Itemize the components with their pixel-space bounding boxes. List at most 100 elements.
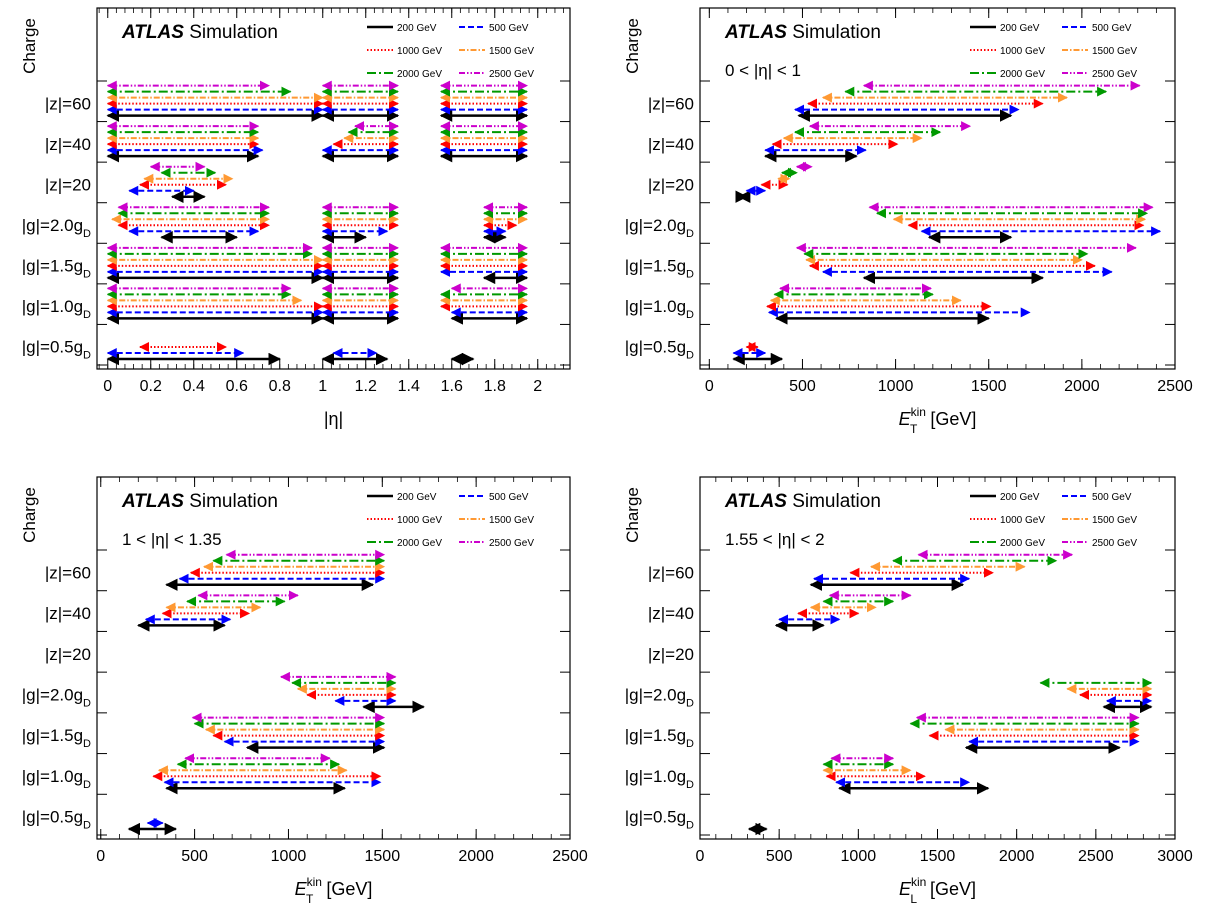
y-category-label: |g|=2.0gD xyxy=(625,686,694,710)
legend-label: 2500 GeV xyxy=(1092,69,1137,80)
y-category-label: |g|=2.0gD xyxy=(22,216,91,240)
legend-label: 2000 GeV xyxy=(1000,69,1045,80)
legend-label: 200 GeV xyxy=(397,23,437,34)
x-tick-label: 1000 xyxy=(271,848,307,865)
y-category-label: |g|=0.5gD xyxy=(625,808,694,832)
x-tick-label: 1.6 xyxy=(441,378,463,395)
x-tick-label: 1.2 xyxy=(355,378,377,395)
x-tick-label: 2500 xyxy=(1157,378,1193,395)
x-tick-label: 0.4 xyxy=(183,378,205,395)
y-axis-title: Charge xyxy=(623,18,642,74)
legend-label: 1000 GeV xyxy=(397,515,442,526)
region-label: 1 < |η| < 1.35 xyxy=(122,530,222,549)
y-category-label: |g|=0.5gD xyxy=(625,338,694,362)
x-tick-label: 1500 xyxy=(920,848,956,865)
legend-label: 2000 GeV xyxy=(1000,538,1045,549)
legend-label: 1500 GeV xyxy=(489,46,534,57)
plot-frame xyxy=(96,476,571,840)
y-category-label: |g|=1.0gD xyxy=(22,767,91,791)
y-category-label: |z|=20 xyxy=(45,175,91,194)
y-axis-title: Charge xyxy=(20,18,39,74)
y-category-label: |g|=1.5gD xyxy=(22,726,91,750)
legend-label: 2500 GeV xyxy=(489,538,534,549)
atlas-label: ATLAS Simulation xyxy=(724,22,881,43)
region-label: 0 < |η| < 1 xyxy=(725,61,801,80)
legend-label: 2500 GeV xyxy=(1092,538,1137,549)
x-tick-label: 1000 xyxy=(841,848,877,865)
legend-label: 1500 GeV xyxy=(489,515,534,526)
y-category-label: |z|=20 xyxy=(648,175,694,194)
y-category-label: |z|=60 xyxy=(45,563,91,582)
plot-frame xyxy=(699,7,1176,370)
x-tick-label: 0.2 xyxy=(140,378,162,395)
legend-label: 500 GeV xyxy=(1092,492,1132,503)
chart-panel-2: |z|=60 |z|=40 |z|=20 |g|=2.0gD |g|=1.5gD |g|=… xyxy=(623,7,1193,436)
x-tick-label: 2 xyxy=(533,378,542,395)
x-tick-label: 0 xyxy=(96,848,105,865)
legend-label: 2000 GeV xyxy=(397,69,442,80)
plot-frame xyxy=(96,7,571,370)
x-tick-label: 2500 xyxy=(1078,848,1114,865)
y-category-label: |z|=40 xyxy=(45,135,91,154)
legend-label: 500 GeV xyxy=(1092,23,1132,34)
region-label: 1.55 < |η| < 2 xyxy=(725,530,825,549)
x-tick-label: 1 xyxy=(318,378,327,395)
y-category-label: |g|=1.5gD xyxy=(625,257,694,281)
chart-panel-4: |z|=60 |z|=40 |z|=20 |g|=2.0gD |g|=1.5gD |g|=… xyxy=(623,476,1193,903)
x-tick-label: 1500 xyxy=(365,848,401,865)
y-category-label: |z|=60 xyxy=(648,94,694,113)
y-category-label: |g|=2.0gD xyxy=(22,686,91,710)
y-category-label: |z|=60 xyxy=(648,563,694,582)
x-tick-label: 3000 xyxy=(1157,848,1193,865)
y-category-label: |z|=60 xyxy=(45,94,91,113)
x-tick-label: 2000 xyxy=(1064,378,1100,395)
x-tick-label: 0 xyxy=(103,378,112,395)
x-axis-title: |η| xyxy=(324,409,343,429)
chart-panel-3: |z|=60 |z|=40 |z|=20 |g|=2.0gD |g|=1.5gD |g|=… xyxy=(20,476,588,903)
legend-label: 1000 GeV xyxy=(1000,46,1045,57)
legend-label: 1000 GeV xyxy=(397,46,442,57)
x-tick-label: 2000 xyxy=(999,848,1035,865)
x-tick-label: 500 xyxy=(181,848,208,865)
x-tick-label: 500 xyxy=(789,378,816,395)
y-category-label: |g|=0.5gD xyxy=(22,338,91,362)
x-tick-label: 0.8 xyxy=(269,378,291,395)
x-tick-label: 1.4 xyxy=(398,378,420,395)
y-category-label: |g|=2.0gD xyxy=(625,216,694,240)
legend-label: 2000 GeV xyxy=(397,538,442,549)
y-category-label: |g|=1.5gD xyxy=(625,726,694,750)
y-category-label: |z|=40 xyxy=(648,604,694,623)
x-tick-label: 1500 xyxy=(971,378,1007,395)
x-tick-label: 1.8 xyxy=(484,378,506,395)
y-category-label: |z|=40 xyxy=(45,604,91,623)
x-tick-label: 0 xyxy=(696,848,705,865)
x-tick-label: 2500 xyxy=(552,848,588,865)
chart-panel-1: |z|=60 |z|=40 |z|=20 |g|=2.0gD |g|=1.5gD |g|=… xyxy=(20,7,571,429)
x-tick-label: 1000 xyxy=(878,378,914,395)
x-axis-title: Ekin T [GeV] xyxy=(899,405,977,436)
atlas-label: ATLAS Simulation xyxy=(121,491,278,512)
atlas-label: ATLAS Simulation xyxy=(121,22,278,43)
x-axis-title: Ekin L [GeV] xyxy=(899,875,976,903)
y-axis-title: Charge xyxy=(20,487,39,543)
x-tick-label: 0.6 xyxy=(226,378,248,395)
y-category-label: |g|=1.0gD xyxy=(625,297,694,321)
x-axis-title: Ekin T [GeV] xyxy=(295,875,373,903)
legend-label: 2500 GeV xyxy=(489,69,534,80)
legend-label: 200 GeV xyxy=(1000,492,1040,503)
legend-label: 1500 GeV xyxy=(1092,515,1137,526)
x-tick-label: 500 xyxy=(766,848,793,865)
y-category-label: |g|=1.0gD xyxy=(625,767,694,791)
y-axis-title: Charge xyxy=(623,487,642,543)
y-category-label: |g|=1.0gD xyxy=(22,297,91,321)
y-category-label: |g|=1.5gD xyxy=(22,257,91,281)
legend-label: 1000 GeV xyxy=(1000,515,1045,526)
legend-label: 500 GeV xyxy=(489,492,529,503)
legend-label: 500 GeV xyxy=(489,23,529,34)
y-category-label: |z|=20 xyxy=(648,645,694,664)
y-category-label: |g|=0.5gD xyxy=(22,808,91,832)
y-category-label: |z|=40 xyxy=(648,135,694,154)
y-category-label: |z|=20 xyxy=(45,645,91,664)
legend-label: 1500 GeV xyxy=(1092,46,1137,57)
